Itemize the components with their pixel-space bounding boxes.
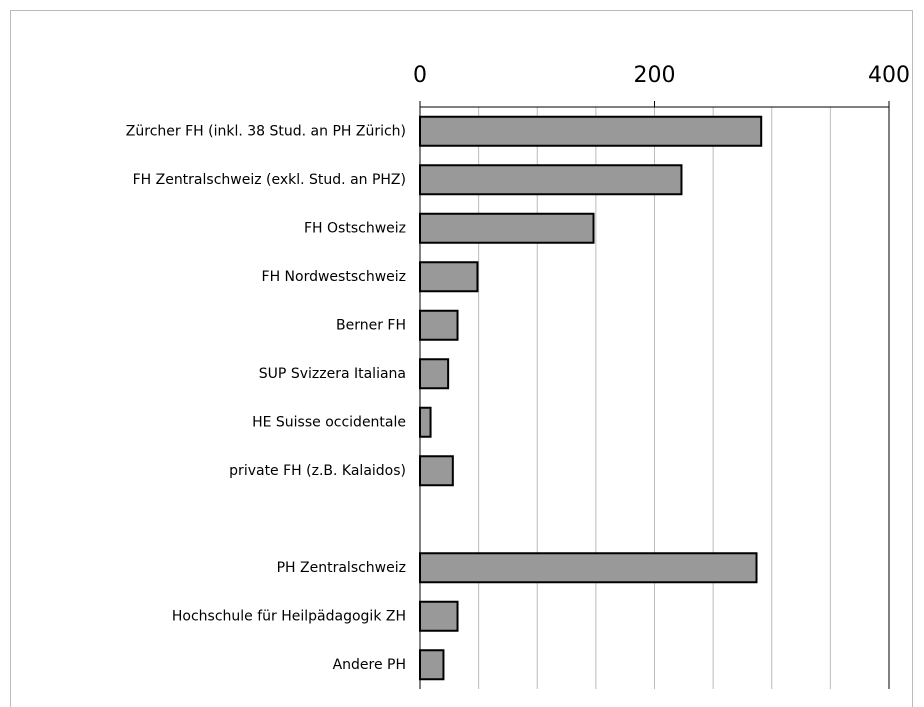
- chart-frame: [10, 10, 913, 707]
- y-tick-label: FH Ostschweiz: [304, 220, 406, 236]
- y-tick-label: private FH (z.B. Kalaidos): [229, 463, 406, 479]
- bar: [419, 261, 479, 293]
- y-tick-label: Zürcher FH (inkl. 38 Stud. an PH Zürich): [126, 123, 406, 139]
- y-tick-label: Berner FH: [336, 317, 406, 333]
- bar: [419, 358, 450, 390]
- x-tick-label: 0: [413, 63, 427, 88]
- bar: [419, 115, 763, 147]
- bar: [419, 552, 758, 584]
- y-tick-label: FH Nordwestschweiz: [262, 269, 406, 285]
- y-tick-label: Hochschule für Heilpädagogik ZH: [172, 608, 406, 624]
- bar: [419, 649, 445, 681]
- bar: [419, 309, 459, 341]
- x-tick-label: 400: [868, 63, 910, 88]
- y-tick-label: PH Zentralschweiz: [277, 560, 406, 576]
- bar: [419, 164, 683, 196]
- y-tick-label: Andere PH: [333, 657, 406, 673]
- y-tick-label: SUP Svizzera Italiana: [259, 366, 406, 382]
- bar: [419, 212, 595, 244]
- bar: [419, 600, 459, 632]
- y-tick-label: HE Suisse occidentale: [252, 414, 406, 430]
- bar: [419, 455, 454, 487]
- y-tick-label: FH Zentralschweiz (exkl. Stud. an PHZ): [133, 172, 406, 188]
- x-tick-label: 200: [634, 63, 676, 88]
- bar: [419, 406, 432, 438]
